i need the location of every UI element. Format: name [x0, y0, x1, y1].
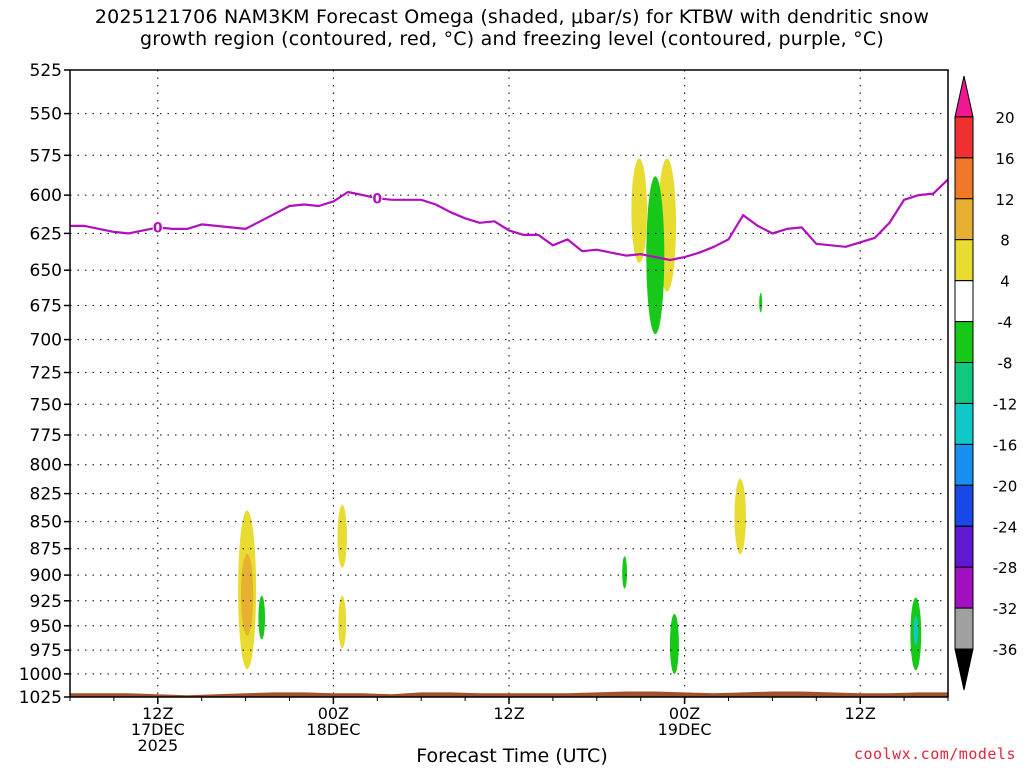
colorbar-swatch-7 [954, 362, 974, 404]
y-tick-label-750: 750 [30, 395, 62, 415]
y-tick-label-825: 825 [30, 485, 62, 505]
x-tick-label-3-1: 19DEC [658, 720, 712, 739]
colorbar-label-12: 12 [995, 191, 1014, 209]
colorbar-label--36: -36 [993, 641, 1018, 659]
colorbar-swatch-12 [954, 566, 974, 609]
colorbar-label--8: -8 [998, 355, 1013, 373]
x-tick-label-3-0: 00Z [669, 704, 700, 723]
y-tick-label-950: 950 [30, 617, 62, 637]
title-line-1: 2025121706 NAM3KM Forecast Omega (shaded… [94, 6, 930, 28]
y-tick-label-775: 775 [30, 426, 62, 446]
colorbar-label-8: 8 [1000, 232, 1010, 250]
colorbar-swatch-5 [954, 280, 974, 323]
x-axis-title: Forecast Time (UTC) [416, 745, 608, 767]
omega-region-4 [338, 595, 347, 649]
colorbar-label--24: -24 [993, 518, 1018, 536]
colorbar-swatch-11 [954, 525, 974, 568]
colorbar-label-16: 16 [995, 150, 1014, 168]
colorbar-label--28: -28 [993, 559, 1018, 577]
omega-region-2 [258, 595, 266, 640]
x-tick-label-4-0: 12Z [845, 704, 876, 723]
y-tick-label-900: 900 [30, 566, 62, 586]
omega-region-7 [646, 176, 665, 335]
y-tick-label-625: 625 [30, 224, 62, 244]
y-tick-label-650: 650 [30, 261, 62, 281]
colorbar-label--20: -20 [993, 477, 1018, 495]
freezing-level-line [70, 178, 949, 262]
colorbar-swatch-10 [954, 484, 974, 527]
colorbar-swatch-8 [954, 403, 974, 445]
y-tick-label-925: 925 [30, 592, 62, 612]
y-tick-label-550: 550 [30, 105, 62, 125]
omega-region-10 [734, 478, 746, 555]
title-line-2: growth region (contoured, red, °C) and f… [140, 28, 884, 50]
y-tick-label-875: 875 [30, 540, 62, 560]
credit-text: coolwx.com/models [853, 745, 1016, 763]
y-tick-label-850: 850 [30, 513, 62, 533]
colorbar-label-4: 4 [1000, 273, 1010, 291]
colorbar-swatch-6 [954, 321, 974, 364]
y-tick-label-525: 525 [30, 61, 62, 81]
x-tick-label-2-0: 12Z [493, 704, 524, 723]
x-tick-label-1-1: 18DEC [306, 720, 360, 739]
x-tick-label-0-0: 12Z [142, 704, 173, 723]
colorbar-swatch-2 [954, 157, 974, 200]
terrain-layer [70, 691, 948, 697]
colorbar-label--32: -32 [993, 600, 1018, 618]
omega-shading-layer [238, 158, 922, 674]
omega-region-8 [622, 556, 627, 589]
colorbar-swatch-13 [954, 607, 974, 650]
omega-region-9 [669, 613, 679, 674]
omega-region-11 [759, 293, 763, 313]
freezing-label-bg-1 [372, 190, 383, 206]
colorbar-bottom-arrow [954, 648, 974, 691]
chart-title: 2025121706 NAM3KM Forecast Omega (shaded… [0, 6, 1024, 50]
x-tick-label-1-0: 00Z [318, 704, 349, 723]
y-tick-label-675: 675 [30, 297, 62, 317]
colorbar-label--12: -12 [993, 396, 1018, 414]
omega-region-1 [241, 554, 254, 636]
omega-region-3 [337, 504, 347, 568]
colorbar-swatch-1 [954, 116, 974, 159]
y-axis: 525 550 575 600 625 650 675 700 725 750 775 800 825 8… [19, 61, 70, 708]
y-tick-label-725: 725 [30, 364, 62, 384]
omega-region-5 [631, 158, 647, 263]
colorbar-label--16: -16 [993, 436, 1018, 454]
colorbar-swatch-9 [954, 443, 974, 486]
colorbar: 20 16 12 8 4 -4 -8 -12 -16 -20 -24 -28 -32 -36 [954, 75, 1018, 691]
freezing-level-layer: 00 [70, 178, 949, 262]
colorbar-top-arrow [954, 75, 974, 118]
y-tick-label-700: 700 [30, 331, 62, 351]
colorbar-label-20: 20 [995, 109, 1014, 127]
colorbar-swatch-3 [954, 198, 974, 241]
grid-layer [70, 70, 948, 697]
y-tick-label-1025: 1025 [19, 688, 62, 708]
y-tick-label-800: 800 [30, 456, 62, 476]
colorbar-label--4: -4 [998, 314, 1013, 332]
terrain-area [70, 691, 948, 697]
x-tick-label-0-2: 2025 [137, 736, 178, 755]
freezing-label-bg-0 [152, 219, 163, 235]
freezing-level-label-0: 0 [153, 220, 163, 236]
y-tick-label-600: 600 [30, 186, 62, 206]
x-tick-label-0-1: 17DEC [131, 720, 185, 739]
colorbar-swatch-4 [954, 239, 974, 282]
y-tick-label-975: 975 [30, 641, 62, 661]
y-tick-label-575: 575 [30, 146, 62, 166]
omega-region-13 [913, 615, 918, 646]
y-tick-label-1000: 1000 [19, 665, 62, 685]
freezing-level-label-1: 0 [372, 191, 382, 207]
